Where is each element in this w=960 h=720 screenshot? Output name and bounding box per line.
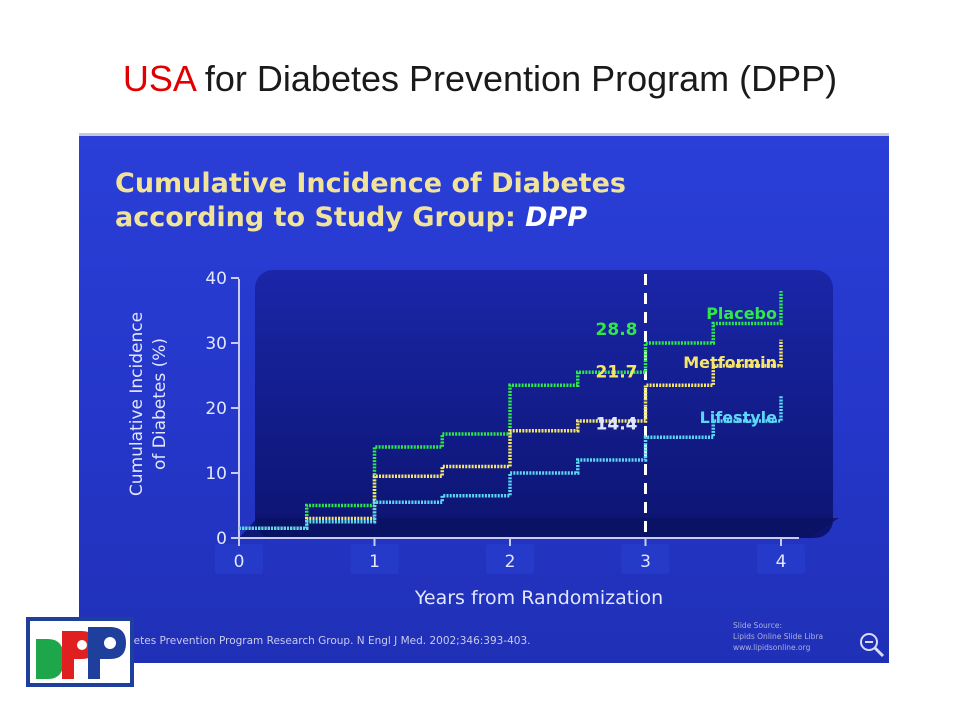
source-line2: Lipids Online Slide Libra xyxy=(733,632,823,641)
data-label-21.7: 21.7 xyxy=(596,362,638,382)
x-tick-label: 0 xyxy=(234,552,245,572)
x-ticks: 0 1 2 3 4 xyxy=(234,538,787,572)
chart-title-line2: according to Study Group: DPP xyxy=(115,202,587,233)
x-tick-box xyxy=(215,544,263,574)
chart: Cumulative Incidence of Diabetes accordi… xyxy=(115,168,885,658)
source-line3: www.lipidsonline.org xyxy=(733,643,811,652)
plot-floor xyxy=(239,518,839,538)
slide-title-rest: for Diabetes Prevention Program (DPP) xyxy=(194,58,838,99)
y-tick-label: 10 xyxy=(205,464,227,484)
chart-title-line2-prefix: according to Study Group: xyxy=(115,202,525,233)
slide-title: USA for Diabetes Prevention Program (DPP… xyxy=(0,58,960,100)
lifestyle-line xyxy=(239,395,783,530)
dpp-logo xyxy=(26,617,134,687)
data-label-28.8: 28.8 xyxy=(596,320,638,340)
y-tick-label: 40 xyxy=(205,269,227,289)
x-tick-box xyxy=(757,544,805,574)
placebo-line xyxy=(239,291,783,530)
source-line1: Slide Source: xyxy=(733,621,782,630)
data-labels: 28.8 21.7 14.4 xyxy=(596,320,638,434)
y-axis-label-line1: Cumulative Incidence xyxy=(127,312,147,496)
series-labels: Placebo Metformin Lifestyle xyxy=(683,304,777,427)
y-tick-label: 0 xyxy=(216,529,227,549)
x-tick-box xyxy=(350,544,399,574)
x-axis-label: Years from Randomization xyxy=(414,587,663,609)
data-label-14.4: 14.4 xyxy=(596,414,638,434)
y-ticks: 0 10 20 30 40 xyxy=(205,269,239,549)
plot-area-background xyxy=(255,270,833,538)
chart-panel: Cumulative Incidence of Diabetes accordi… xyxy=(79,133,889,663)
x-tick-label: 2 xyxy=(505,552,516,572)
metformin-line xyxy=(239,339,783,530)
lifestyle-series-label: Lifestyle xyxy=(700,408,778,427)
y-tick-label: 30 xyxy=(205,334,227,354)
chart-title-line1: Cumulative Incidence of Diabetes xyxy=(115,168,626,199)
x-tick-label: 4 xyxy=(776,552,787,572)
series-lines xyxy=(239,291,783,530)
x-tick-boxes xyxy=(215,544,805,574)
metformin-series-label: Metformin xyxy=(683,353,777,372)
x-tick-box xyxy=(621,544,670,574)
x-tick-label: 1 xyxy=(369,552,380,572)
y-tick-label: 20 xyxy=(205,399,227,419)
x-tick-label: 3 xyxy=(640,552,651,572)
y-axis-label-line2: of Diabetes (%) xyxy=(150,338,170,470)
slide-title-accent: USA xyxy=(122,58,195,99)
citation: betes Prevention Program Research Group.… xyxy=(127,635,531,647)
placebo-series-label: Placebo xyxy=(706,304,777,323)
zoom-out-icon[interactable] xyxy=(860,633,885,658)
x-tick-box xyxy=(486,544,534,574)
chart-title-line2-em: DPP xyxy=(525,202,587,233)
